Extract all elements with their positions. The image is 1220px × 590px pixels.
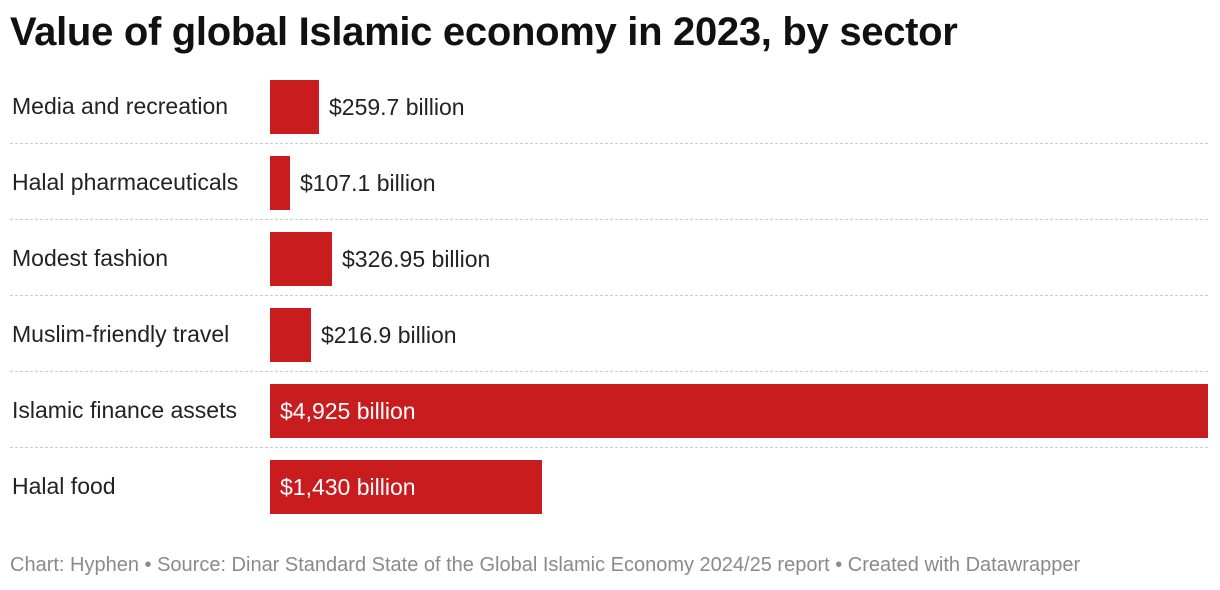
bar — [270, 156, 290, 210]
value-label: $4,925 billion — [280, 398, 416, 424]
value-label: $1,430 billion — [280, 474, 416, 500]
chart-title: Value of global Islamic economy in 2023,… — [10, 10, 958, 54]
value-label: $216.9 billion — [321, 322, 457, 348]
bar — [270, 460, 542, 514]
bar — [270, 232, 332, 286]
category-label: Modest fashion — [12, 245, 168, 271]
row-divider — [10, 295, 1208, 296]
bar-row: Halal food $1,430 billion — [0, 448, 1220, 524]
row-divider — [10, 219, 1208, 220]
category-label: Muslim-friendly travel — [12, 321, 230, 347]
bar — [270, 308, 311, 362]
value-label: $259.7 billion — [329, 94, 465, 120]
category-label: Halal food — [12, 473, 116, 499]
bar-row: Halal pharmaceuticals $107.1 billion — [0, 144, 1220, 220]
value-label: $326.95 billion — [342, 246, 491, 272]
chart-footer-credit: Chart: Hyphen • Source: Dinar Standard S… — [10, 554, 1081, 576]
bar-row: Muslim-friendly travel $216.9 billion — [0, 296, 1220, 372]
category-label: Islamic finance assets — [12, 397, 237, 423]
row-divider — [10, 371, 1208, 372]
bar-row: Modest fashion $326.95 billion — [0, 220, 1220, 296]
value-label: $107.1 billion — [300, 170, 436, 196]
row-divider — [10, 143, 1208, 144]
bar-row: Islamic finance assets $4,925 billion — [0, 372, 1220, 448]
bar — [270, 80, 319, 134]
category-label: Halal pharmaceuticals — [12, 169, 239, 195]
bar-chart: Media and recreation $259.7 billion Halal … — [0, 68, 1220, 528]
row-divider — [10, 447, 1208, 448]
bar-row: Media and recreation $259.7 billion — [0, 68, 1220, 144]
category-label: Media and recreation — [12, 93, 229, 119]
bar — [270, 384, 1208, 438]
